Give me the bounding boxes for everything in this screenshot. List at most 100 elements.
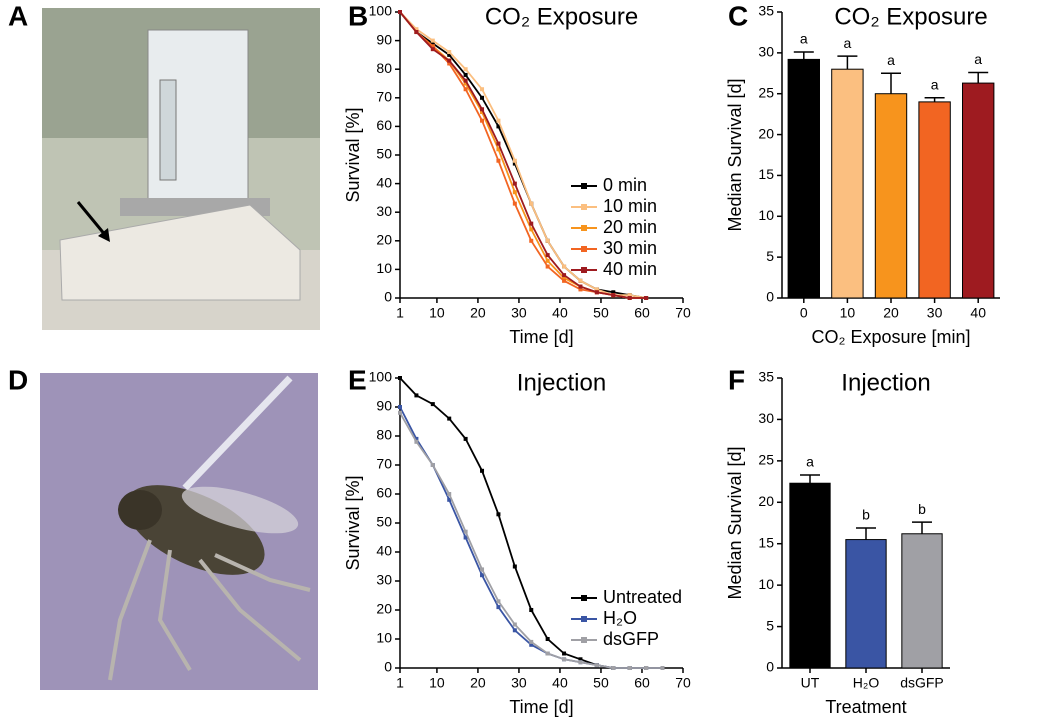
point <box>430 38 435 43</box>
flowmeter <box>159 79 177 181</box>
point <box>414 393 419 398</box>
x-tick-label: 1 <box>396 675 404 691</box>
point <box>529 227 534 232</box>
legend-marker <box>581 616 587 622</box>
x-tick-label: 20 <box>883 305 899 321</box>
point <box>414 439 419 444</box>
point <box>496 605 501 610</box>
x-axis-label: CO₂ Exposure [min] <box>811 327 970 347</box>
point <box>414 30 419 35</box>
photo-a <box>42 8 320 330</box>
y-tick-label: 60 <box>376 485 392 501</box>
significance-letter: a <box>887 52 895 68</box>
point <box>594 287 599 292</box>
point <box>398 10 402 14</box>
legend-marker <box>581 246 587 252</box>
x-tick-label: 40 <box>552 675 568 691</box>
x-tick-label: 60 <box>634 305 650 321</box>
legend-label: 20 min <box>603 217 657 237</box>
x-axis-label: Time [d] <box>509 697 573 717</box>
y-tick-label: 30 <box>758 44 774 60</box>
y-axis-label: Median Survival [d] <box>725 78 745 231</box>
point <box>512 622 517 627</box>
y-tick-label: 90 <box>376 31 392 47</box>
point <box>463 535 468 540</box>
y-tick-label: 100 <box>369 369 393 385</box>
point <box>545 637 550 641</box>
y-tick-label: 40 <box>376 174 392 190</box>
wing <box>181 486 299 534</box>
x-tick-label: 1 <box>396 305 404 321</box>
point <box>398 405 402 409</box>
point <box>480 567 485 572</box>
point <box>447 58 452 63</box>
survival-line <box>399 11 647 299</box>
panel-label: F <box>728 364 745 395</box>
point <box>463 81 468 86</box>
point <box>512 190 517 195</box>
y-tick-label: 0 <box>766 289 774 305</box>
point <box>496 124 501 129</box>
point <box>562 657 567 662</box>
significance-letter: a <box>806 454 814 470</box>
arrow-head <box>98 228 110 242</box>
point <box>545 238 550 243</box>
y-tick-label: 25 <box>758 84 774 100</box>
point <box>463 67 468 72</box>
panel-label: E <box>348 364 367 395</box>
y-tick-label: 35 <box>758 3 774 19</box>
point <box>463 72 468 77</box>
x-tick-label: 70 <box>675 305 691 321</box>
legend-label: H₂O <box>603 608 637 628</box>
point <box>529 201 534 206</box>
legend-marker <box>581 267 587 273</box>
point <box>496 141 501 146</box>
x-tick-label: 40 <box>970 305 986 321</box>
y-tick-label: 80 <box>376 60 392 76</box>
y-tick-label: 10 <box>758 576 774 592</box>
x-tick-label: 50 <box>593 675 609 691</box>
point <box>529 221 534 226</box>
point <box>398 410 402 415</box>
point <box>529 238 534 243</box>
point <box>496 147 501 152</box>
needle <box>182 375 293 491</box>
photo-d <box>40 373 318 690</box>
legend-label: 30 min <box>603 238 657 258</box>
y-axis-label: Survival [%] <box>343 107 363 202</box>
point <box>627 666 632 670</box>
point <box>512 628 517 633</box>
y-axis-label: Median Survival [d] <box>725 446 745 599</box>
y-tick-label: 35 <box>758 369 774 385</box>
point <box>447 497 452 502</box>
point <box>414 27 419 32</box>
bar <box>918 101 951 299</box>
x-tick-label: 20 <box>470 305 486 321</box>
y-tick-label: 30 <box>376 572 392 588</box>
panel-label: B <box>348 0 368 31</box>
legend-marker <box>581 637 587 643</box>
significance-letter: b <box>862 507 870 523</box>
point <box>430 44 435 49</box>
point <box>529 608 534 612</box>
y-tick-label: 50 <box>376 514 392 530</box>
point <box>611 290 616 295</box>
point <box>447 52 452 57</box>
x-tick-label: 10 <box>840 305 856 321</box>
x-axis-label: Treatment <box>825 697 906 717</box>
x-tick-label: 20 <box>470 675 486 691</box>
point <box>430 402 435 407</box>
point <box>447 61 452 66</box>
x-tick-label: 30 <box>511 305 527 321</box>
significance-letter: a <box>800 31 808 47</box>
point <box>578 660 583 665</box>
point <box>414 436 419 441</box>
legend-marker <box>581 225 587 231</box>
point <box>529 639 534 644</box>
x-tick-label: 10 <box>429 675 445 691</box>
x-tick-label: dsGFP <box>900 675 944 691</box>
point <box>447 416 452 421</box>
legend-label: 40 min <box>603 259 657 279</box>
survival-line <box>399 11 647 299</box>
point <box>594 290 599 295</box>
